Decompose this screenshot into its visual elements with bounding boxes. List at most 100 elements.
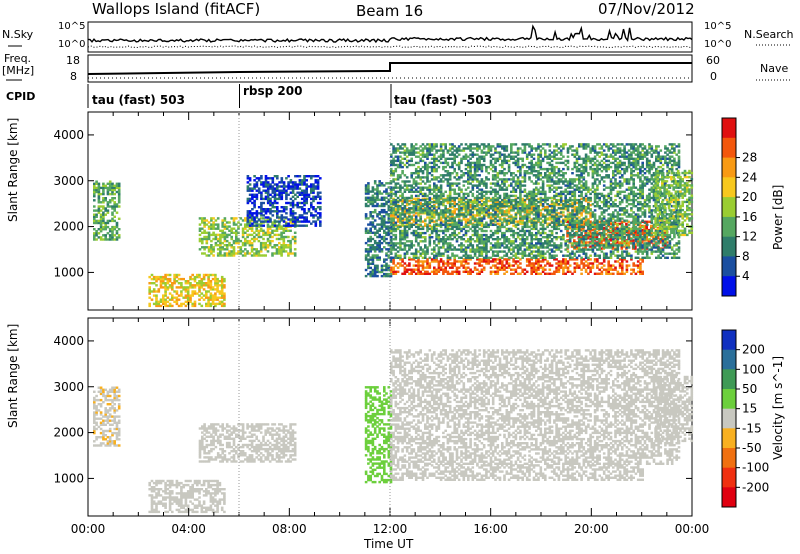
echo-cell [159,300,163,303]
echo-cell [228,254,231,257]
echo-cell [228,225,231,228]
echo-cell [476,236,479,239]
echo-cell [403,149,407,152]
echo-cell [255,183,259,186]
echo-cell [93,199,96,202]
echo-cell [489,266,493,269]
echo-cell [218,290,222,293]
echo-cell [314,185,318,188]
echo-cell [430,231,434,235]
echo-cell [503,254,506,257]
echo-cell [380,198,384,201]
echo-cell [621,260,624,263]
echo-cell [525,260,529,263]
echo-cell [424,147,427,150]
echo-cell [501,159,504,163]
echo-cell [246,229,249,232]
echo-cell [442,268,445,271]
echo-cell [201,252,204,255]
echo-cell [498,200,502,204]
echo-cell [95,213,98,216]
echo-cell [399,165,402,169]
echo-cell [230,246,233,249]
echo-cell [394,198,398,202]
echo-cell [305,197,308,201]
echo-cell [496,198,500,202]
echo-cell [394,270,398,273]
echo-cell [421,192,425,196]
echo-cell [390,223,393,226]
echo-cell [150,277,154,281]
echo-cell [641,272,644,275]
echo-cell [383,190,386,193]
echo-cell [193,275,197,279]
echo-cell [426,167,429,171]
echo-cell [535,260,538,263]
echo-cell [453,145,456,148]
echo-cell [250,246,254,249]
echo-cell [111,197,114,200]
echo-cell [373,227,377,230]
echo-cell [503,240,506,243]
echo-cell [414,172,418,175]
echo-cell [408,246,411,249]
echo-cell [410,211,413,214]
echo-cell [464,147,468,150]
echo-cell [219,254,222,257]
echo-cell [369,274,372,278]
echo-cell [426,227,429,231]
echo-cell [480,157,484,160]
echo-cell [433,170,436,173]
echo-cell [412,264,416,267]
echo-cell [618,272,622,275]
echo-cell [444,211,447,214]
echo-cell [587,262,590,265]
echo-cell [180,277,183,281]
echo-cell [276,224,279,227]
echo-cell [419,240,422,243]
echo-cell [498,222,502,225]
echo-cell [467,180,470,183]
echo-cell [387,254,391,257]
echo-cell [516,266,520,269]
echo-cell [289,224,293,227]
echo-cell [390,159,393,163]
echo-cell [467,194,470,198]
echo-cell [430,227,434,231]
nsky-line [87,24,693,44]
echo-cell [494,149,497,152]
echo-cell [446,180,450,183]
echo-cell [162,280,165,283]
echo-cell [212,221,215,224]
echo-cell [162,302,165,306]
echo-cell [548,216,552,219]
echo-cell [537,260,540,263]
echo-cell [201,217,204,220]
echo-cell [207,237,211,241]
echo-cell [462,198,466,202]
echo-cell [152,282,156,285]
echo-cell [482,184,486,187]
echo-cell [503,178,506,181]
echo-cell [632,264,635,267]
echo-cell [262,210,265,213]
echo-cell [235,223,238,226]
echo-cell [444,242,447,245]
echo-cell [239,246,243,249]
echo-cell [430,147,434,150]
echo-cell [305,189,308,192]
echo-cell [482,229,486,233]
echo-cell [600,241,603,244]
echo-cell [223,239,227,243]
echo-cell [464,266,468,269]
echo-cell [419,198,422,202]
echo-cell [216,288,219,291]
echo-cell [106,211,110,214]
echo-cell [451,270,454,273]
echo-cell [117,197,121,200]
echo-cell [439,221,443,224]
echo-cell [396,200,400,204]
echo-cell [446,272,450,275]
echo-cell [369,270,372,274]
echo-cell [512,157,515,160]
